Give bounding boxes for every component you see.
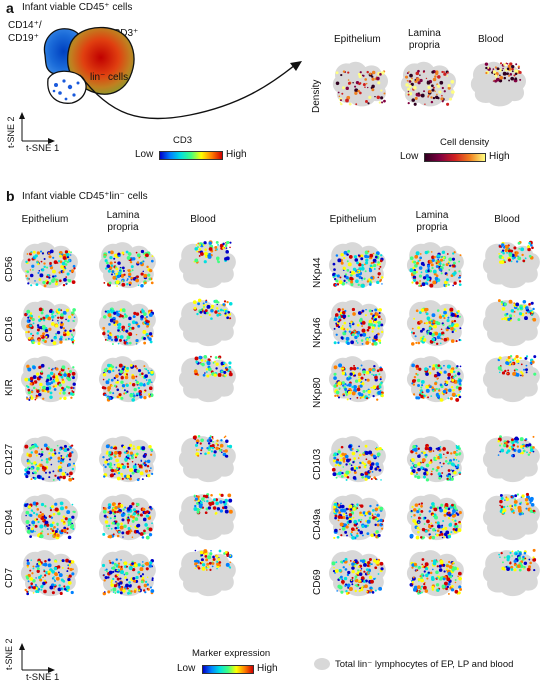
density-tissue-lamina: Lamina propria [408, 28, 441, 52]
tsne-cd69-blood [482, 548, 540, 597]
tsne-kir-lamina [98, 356, 156, 403]
marker-label-cd127: CD127 [4, 443, 15, 475]
tsne-nkp46-epithelium [328, 300, 386, 347]
panel-a-title: Infant viable CD45⁺ cells [22, 2, 133, 13]
marker-bar-low: Low [177, 663, 196, 674]
tsne-nkp80-epithelium [328, 356, 386, 403]
tsne1-label-a: t-SNE 1 [26, 143, 60, 154]
tsne-cd103-lamina [406, 436, 464, 483]
tsne-kir-epithelium [20, 356, 78, 403]
marker-label-cd7: CD7 [4, 567, 15, 588]
tsne-nkp46-blood [482, 299, 540, 347]
tsne-cd56-epithelium [20, 242, 78, 289]
tsne-axes-a [19, 112, 55, 144]
b-left-col-epithelium: Epithelium [21, 214, 69, 225]
cd3-label: CD3⁺ [113, 28, 139, 39]
cd3-bar-high: High [226, 149, 247, 160]
marker-label-kir: KIR [4, 379, 15, 396]
cd14-label: CD14⁺/ [8, 20, 42, 31]
panel-a-letter: a [6, 0, 14, 16]
density-bar-high: High [489, 151, 510, 162]
tsne-cd69-epithelium [328, 550, 386, 597]
density-bar-title: Cell density [440, 137, 490, 148]
density-tissue-blood: Blood [478, 34, 504, 45]
tsne2-label-a: t-SNE 2 [6, 116, 16, 148]
cd3-colorbar [159, 151, 223, 160]
tsne2-label-b: t-SNE 2 [4, 638, 14, 670]
tsne-cd56-lamina [98, 242, 156, 289]
overview-tsne-plot [43, 26, 135, 104]
density-tissue-lamina-text: Lamina propria [408, 28, 441, 51]
tsne-cd16-lamina [98, 300, 156, 347]
cd19-label: CD19⁺ [8, 33, 39, 44]
total-cells-legend-swatch [314, 658, 330, 670]
tsne-cd7-epithelium [20, 550, 78, 597]
tsne-cd94-lamina [98, 494, 156, 541]
tsne-cd127-blood [178, 434, 236, 483]
tsne-cd103-blood [482, 435, 540, 483]
tsne1-label-b: t-SNE 1 [26, 672, 60, 683]
tsne-cd16-epithelium [20, 300, 78, 347]
marker-label-nkp80: NKp80 [312, 377, 323, 408]
b-right-col-epithelium: Epithelium [329, 214, 377, 225]
tsne-cd16-blood [178, 298, 236, 347]
tsne-cd69-lamina [406, 550, 464, 597]
density-tissue-epithelium: Epithelium [334, 34, 381, 45]
tsne-cd127-lamina [98, 436, 156, 483]
marker-label-nkp44: NKp44 [312, 257, 323, 288]
marker-label-cd69: CD69 [312, 569, 323, 595]
tsne-cd7-lamina [98, 550, 156, 597]
marker-label-cd56: CD56 [4, 256, 15, 282]
density-colorbar [424, 153, 486, 162]
marker-label-cd103: CD103 [312, 448, 323, 480]
density-plot-epithelium [332, 61, 389, 107]
marker-label-cd16: CD16 [4, 316, 15, 342]
tsne-nkp80-blood [482, 354, 540, 403]
tsne-cd56-blood [178, 240, 236, 289]
tsne-nkp80-lamina [406, 356, 464, 403]
tsne-cd49a-lamina [406, 494, 464, 541]
b-left-col-blood: Blood [190, 214, 216, 225]
arrow [79, 61, 302, 120]
marker-bar-title: Marker expression [192, 648, 271, 659]
density-plot-lamina [400, 61, 457, 107]
marker-bar-high: High [257, 663, 278, 674]
marker-colorbar [202, 665, 254, 674]
panel-b-letter: b [6, 188, 15, 204]
marker-label-cd94: CD94 [4, 509, 15, 535]
cd3-bar-title: CD3 [173, 135, 193, 146]
tsne-cd49a-blood [482, 492, 540, 541]
b-left-col-lamina: Lamina propria [106, 210, 140, 233]
tsne-cd94-blood [178, 493, 236, 541]
tsne-cd49a-epithelium [328, 494, 386, 541]
total-cells-legend-text: Total lin⁻ lymphocytes of EP, LP and blo… [335, 659, 514, 670]
density-label: Density [311, 79, 322, 113]
panel-b-title: Infant viable CD45⁺lin⁻ cells [22, 191, 148, 202]
lin-neg-cluster [47, 70, 87, 104]
density-bar-low: Low [400, 151, 419, 162]
cd3-bar-low: Low [135, 149, 154, 160]
tsne-cd7-blood [178, 549, 236, 597]
tsne-nkp44-epithelium [328, 242, 386, 289]
cd3-cluster [66, 26, 135, 95]
tsne-cd127-epithelium [20, 436, 78, 483]
marker-label-cd49a: CD49a [312, 508, 323, 540]
tsne-cd103-epithelium [328, 436, 386, 483]
density-plot-blood [470, 61, 527, 107]
tsne-cd94-epithelium [20, 494, 78, 541]
marker-label-nkp46: NKp46 [312, 317, 323, 348]
b-right-col-lamina: Lamina propria [415, 210, 449, 233]
tsne-nkp44-lamina [406, 242, 464, 289]
tsne-kir-blood [178, 354, 236, 403]
lin-neg-label: lin⁻ cells [90, 72, 129, 83]
tsne-axes-b [19, 643, 55, 673]
tsne-nkp44-blood [482, 240, 540, 289]
tsne-nkp46-lamina [406, 300, 464, 347]
b-right-col-blood: Blood [494, 214, 520, 225]
